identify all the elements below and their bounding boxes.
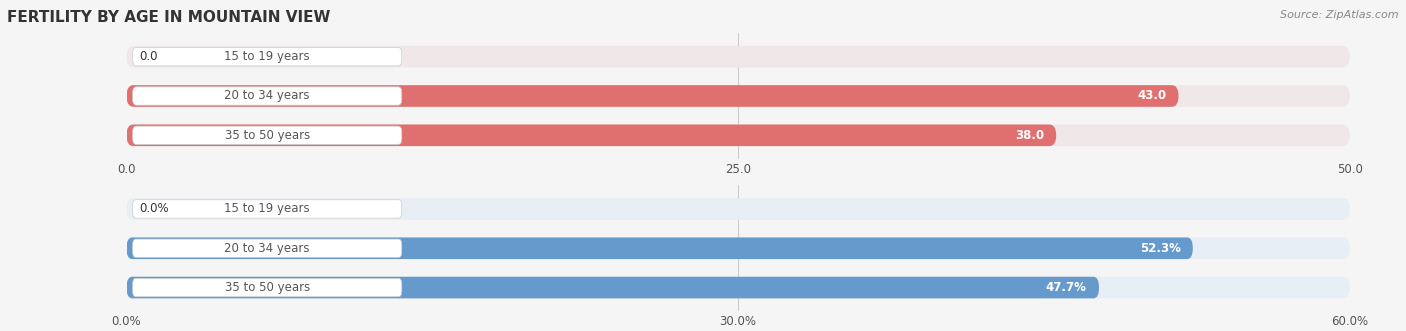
FancyBboxPatch shape: [132, 200, 402, 218]
FancyBboxPatch shape: [127, 198, 1350, 220]
FancyBboxPatch shape: [132, 239, 402, 258]
Text: 38.0: 38.0: [1015, 129, 1045, 142]
Text: 47.7%: 47.7%: [1046, 281, 1087, 294]
Text: Source: ZipAtlas.com: Source: ZipAtlas.com: [1281, 10, 1399, 20]
FancyBboxPatch shape: [127, 124, 1350, 146]
Text: 20 to 34 years: 20 to 34 years: [225, 242, 309, 255]
Text: 15 to 19 years: 15 to 19 years: [225, 203, 309, 215]
Text: 35 to 50 years: 35 to 50 years: [225, 281, 309, 294]
Text: 0.0%: 0.0%: [139, 203, 169, 215]
FancyBboxPatch shape: [132, 47, 402, 66]
FancyBboxPatch shape: [127, 237, 1192, 259]
Text: 43.0: 43.0: [1137, 89, 1167, 103]
Text: 35 to 50 years: 35 to 50 years: [225, 129, 309, 142]
FancyBboxPatch shape: [132, 87, 402, 105]
FancyBboxPatch shape: [127, 277, 1350, 298]
FancyBboxPatch shape: [127, 124, 1056, 146]
Text: FERTILITY BY AGE IN MOUNTAIN VIEW: FERTILITY BY AGE IN MOUNTAIN VIEW: [7, 10, 330, 25]
FancyBboxPatch shape: [127, 85, 1178, 107]
FancyBboxPatch shape: [127, 237, 1350, 259]
FancyBboxPatch shape: [132, 126, 402, 145]
FancyBboxPatch shape: [132, 278, 402, 297]
Text: 52.3%: 52.3%: [1140, 242, 1181, 255]
Text: 0.0: 0.0: [139, 50, 157, 63]
Text: 15 to 19 years: 15 to 19 years: [225, 50, 309, 63]
FancyBboxPatch shape: [127, 277, 1099, 298]
FancyBboxPatch shape: [127, 46, 1350, 68]
Text: 20 to 34 years: 20 to 34 years: [225, 89, 309, 103]
FancyBboxPatch shape: [127, 85, 1350, 107]
